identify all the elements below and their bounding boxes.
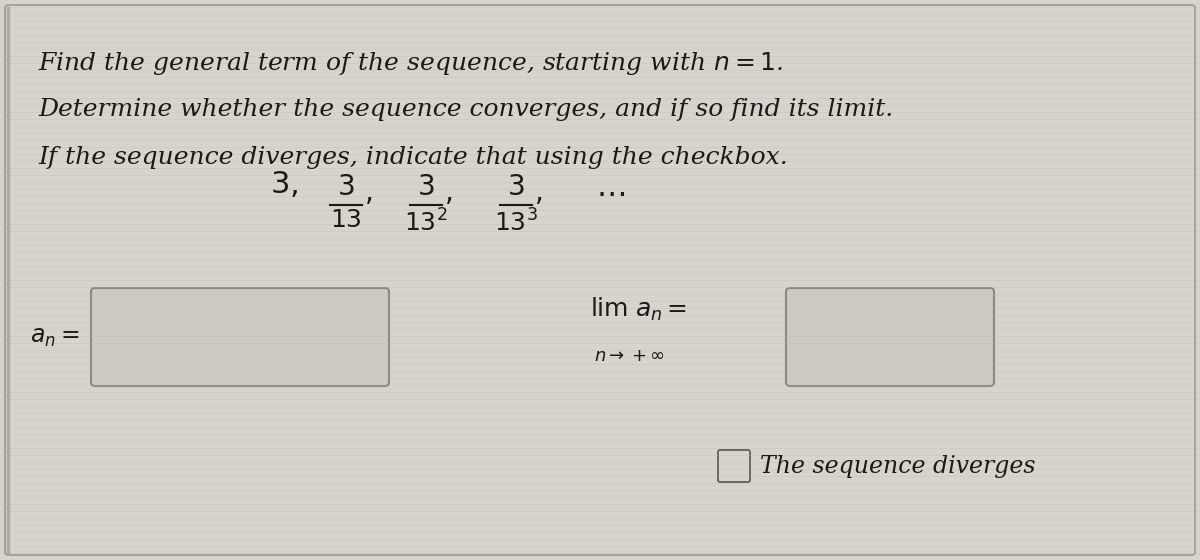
Text: $3$: $3$: [508, 174, 524, 201]
Text: $\lim \; a_n =$: $\lim \; a_n =$: [590, 296, 688, 323]
Text: $3,$: $3,$: [270, 169, 298, 200]
Text: $,$: $,$: [364, 180, 372, 207]
Text: $,$: $,$: [444, 180, 452, 207]
Text: The sequence diverges: The sequence diverges: [760, 455, 1036, 478]
Text: $3$: $3$: [337, 174, 355, 201]
FancyBboxPatch shape: [91, 288, 389, 386]
FancyBboxPatch shape: [786, 288, 994, 386]
Text: $3$: $3$: [418, 174, 434, 201]
Text: If the sequence diverges, indicate that using the checkbox.: If the sequence diverges, indicate that …: [38, 146, 787, 169]
Text: $a_n =$: $a_n =$: [30, 325, 79, 348]
FancyBboxPatch shape: [718, 450, 750, 482]
Text: $,$: $,$: [534, 180, 542, 207]
Text: $13$: $13$: [330, 209, 362, 232]
Text: $13^3$: $13^3$: [494, 209, 538, 236]
Text: $\ldots$: $\ldots$: [596, 172, 625, 203]
Text: $13^2$: $13^2$: [404, 209, 448, 236]
Text: Determine whether the sequence converges, and if so find its limit.: Determine whether the sequence converges…: [38, 98, 893, 121]
Text: $n \to +\infty$: $n \to +\infty$: [594, 347, 665, 365]
Text: Find the general term of the sequence, starting with $n = 1$.: Find the general term of the sequence, s…: [38, 50, 784, 77]
